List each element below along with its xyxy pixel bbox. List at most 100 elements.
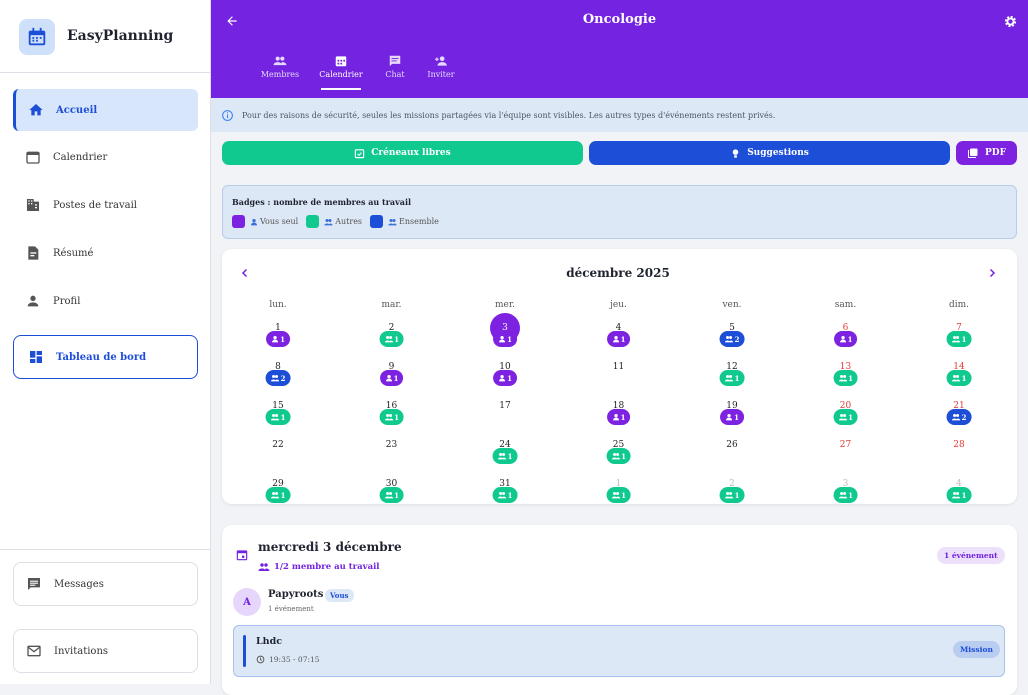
event-title: Lhdc — [256, 636, 283, 647]
day-badge: 1 — [833, 370, 858, 386]
day-number[interactable]: 3 — [842, 479, 849, 489]
day-number[interactable]: 7 — [956, 323, 962, 333]
sidebar: EasyPlanning Accueil Calendrier Postes d… — [0, 0, 211, 684]
day-badge: 2 — [946, 409, 972, 425]
day-number[interactable]: 31 — [499, 479, 511, 489]
day-number[interactable]: 8 — [275, 362, 281, 372]
day-number[interactable]: 15 — [272, 401, 284, 411]
day-number[interactable]: 13 — [839, 362, 852, 372]
month-title: décembre 2025 — [566, 266, 670, 280]
badge-count: 1 — [507, 490, 513, 500]
badge-count: 1 — [620, 334, 626, 344]
day-number[interactable]: 10 — [499, 362, 511, 372]
day-number[interactable]: 28 — [953, 440, 965, 450]
badge-legend: Badges : nombre de membres au travail Vo… — [222, 185, 1017, 239]
header-title: Oncologie — [582, 12, 657, 27]
legend-swatch — [370, 215, 384, 228]
nav-label: Accueil — [56, 104, 98, 116]
next-month[interactable] — [986, 267, 998, 279]
badge-icon — [384, 335, 393, 343]
nav-item[interactable]: Profil — [13, 280, 198, 322]
day-number[interactable]: 12 — [726, 362, 738, 372]
event-item[interactable]: Lhdc 19:35 - 07:15 Mission — [233, 625, 1005, 677]
badge-icon — [271, 335, 279, 343]
footer-item[interactable]: Messages — [13, 562, 198, 606]
badge-count: 1 — [621, 451, 626, 461]
legend-swatch — [306, 215, 320, 228]
back-button[interactable] — [225, 14, 239, 28]
day-number[interactable]: 2 — [729, 479, 735, 489]
day-number[interactable]: 11 — [612, 362, 625, 372]
day-number[interactable]: 9 — [388, 362, 395, 372]
day-number[interactable]: 16 — [385, 401, 398, 411]
badge-count: 1 — [847, 334, 853, 344]
badge-count: 1 — [507, 373, 512, 383]
tab[interactable]: Chat — [365, 54, 425, 79]
badge-icon — [270, 491, 280, 499]
workers-line: 1/2 membre au travail — [258, 562, 380, 572]
avatar: A — [233, 588, 261, 616]
badge-icon — [270, 413, 280, 421]
day-number[interactable]: 22 — [272, 440, 284, 450]
day-number[interactable]: 24 — [499, 440, 511, 450]
badge-count: 1 — [961, 334, 967, 344]
nav-item[interactable]: Postes de travail — [13, 184, 198, 226]
day-badge: 1 — [379, 487, 404, 503]
suggestions-button[interactable]: Suggestions — [589, 141, 950, 165]
day-number[interactable]: 4 — [956, 479, 962, 489]
settings-button[interactable] — [1003, 14, 1018, 29]
nav-item[interactable]: Résumé — [13, 232, 198, 274]
legend-title: Badges : nombre de membres au travail — [232, 197, 412, 207]
day-number[interactable]: 18 — [612, 401, 625, 411]
day-number[interactable]: 3 — [502, 323, 508, 333]
badge-count: 1 — [394, 490, 399, 500]
footer-item[interactable]: Invitations — [13, 629, 198, 673]
badge-count: 1 — [620, 412, 626, 422]
weekday: mer. — [494, 300, 516, 310]
badge-count: 1 — [848, 373, 853, 383]
badge-count: 1 — [394, 412, 399, 422]
nav-label: Calendrier — [53, 151, 108, 163]
day-number[interactable]: 4 — [615, 323, 622, 333]
day-number[interactable]: 26 — [726, 440, 738, 450]
member-events: 1 événement — [268, 605, 314, 613]
tab[interactable]: Calendrier — [311, 54, 371, 90]
day-number[interactable]: 19 — [726, 401, 738, 411]
legend-items: Vous seul Autres Ensemble — [232, 215, 439, 228]
tab-label: Chat — [385, 70, 405, 79]
day-number[interactable]: 29 — [272, 479, 284, 489]
day-number[interactable]: 14 — [953, 362, 965, 372]
day-number[interactable]: 23 — [385, 440, 398, 450]
badge-icon — [612, 413, 620, 421]
badge-icon — [498, 374, 506, 382]
prev-month[interactable] — [239, 267, 251, 279]
day-number[interactable]: 20 — [839, 401, 852, 411]
day-badge: 1 — [493, 331, 517, 347]
day-badge: 1 — [606, 331, 631, 347]
day-badge: 2 — [719, 331, 745, 347]
day-badge: 1 — [379, 409, 404, 425]
tab[interactable]: Inviter — [411, 54, 471, 79]
day-number[interactable]: 1 — [615, 479, 622, 489]
day-number[interactable]: 5 — [729, 323, 735, 333]
day-number[interactable]: 2 — [388, 323, 395, 333]
nav-item[interactable]: Accueil — [13, 89, 198, 131]
day-badge: 1 — [265, 487, 291, 503]
day-number[interactable]: 21 — [953, 401, 965, 411]
day-number[interactable]: 25 — [612, 440, 625, 450]
pdf-button[interactable]: PDF — [956, 141, 1017, 165]
day-number[interactable]: 1 — [275, 323, 281, 333]
badge-count: 2 — [280, 373, 286, 383]
nav-item[interactable]: Tableau de bord — [13, 335, 198, 379]
nav-item[interactable]: Calendrier — [13, 136, 198, 178]
day-badge: 1 — [946, 331, 972, 347]
badge-count: 1 — [280, 334, 285, 344]
tab[interactable]: Membres — [250, 54, 310, 79]
day-number[interactable]: 27 — [839, 440, 852, 450]
day-number[interactable]: 17 — [499, 401, 511, 411]
free-slots-button[interactable]: Créneaux libres — [222, 141, 583, 165]
button-label: Suggestions — [747, 148, 809, 158]
day-number[interactable]: 30 — [385, 479, 398, 489]
day-number[interactable]: 6 — [842, 323, 849, 333]
